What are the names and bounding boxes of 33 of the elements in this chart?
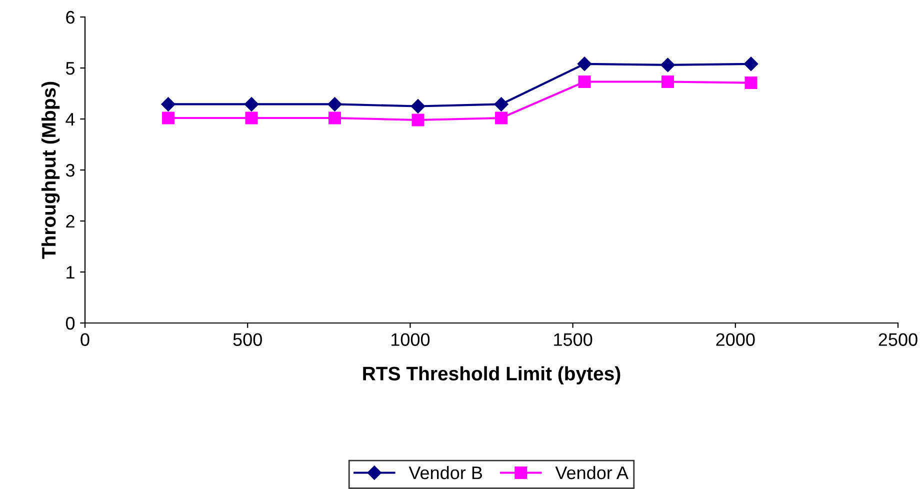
y-tick-label: 2 <box>66 214 74 228</box>
x-tick-label: 1000 <box>391 333 430 346</box>
x-tick-label: 2000 <box>716 333 755 346</box>
x-tick-label: 1500 <box>554 333 592 346</box>
point <box>328 112 342 124</box>
y-tick-label: 4 <box>66 113 75 126</box>
point <box>245 112 258 124</box>
x-axis-title: RTS Threshold Limit (bytes) <box>363 366 620 384</box>
point <box>578 76 591 88</box>
point <box>662 76 674 88</box>
point <box>244 97 259 112</box>
legend-label: Vendor B <box>408 466 482 480</box>
x-tick-label: 0 <box>80 333 90 346</box>
point <box>412 114 424 126</box>
y-axis-title: Throughput (Mbps) <box>41 82 60 259</box>
x-tick-label: 2500 <box>878 333 918 346</box>
point <box>494 97 508 112</box>
y-tick-label: 5 <box>66 62 75 75</box>
point <box>744 76 758 90</box>
y-tick-label: 0 <box>66 316 75 330</box>
x-tick-label: 500 <box>233 333 262 346</box>
point <box>162 112 174 124</box>
point <box>660 58 675 72</box>
y-tick-label: 1 <box>66 266 74 279</box>
point <box>495 112 508 124</box>
y-tick-label: 6 <box>66 10 74 24</box>
point <box>328 97 342 112</box>
y-tick-label: 3 <box>66 164 74 177</box>
legend-label: Vendor A <box>555 466 628 480</box>
point <box>744 56 758 71</box>
point <box>161 97 176 112</box>
point <box>410 99 426 114</box>
point <box>577 56 592 71</box>
